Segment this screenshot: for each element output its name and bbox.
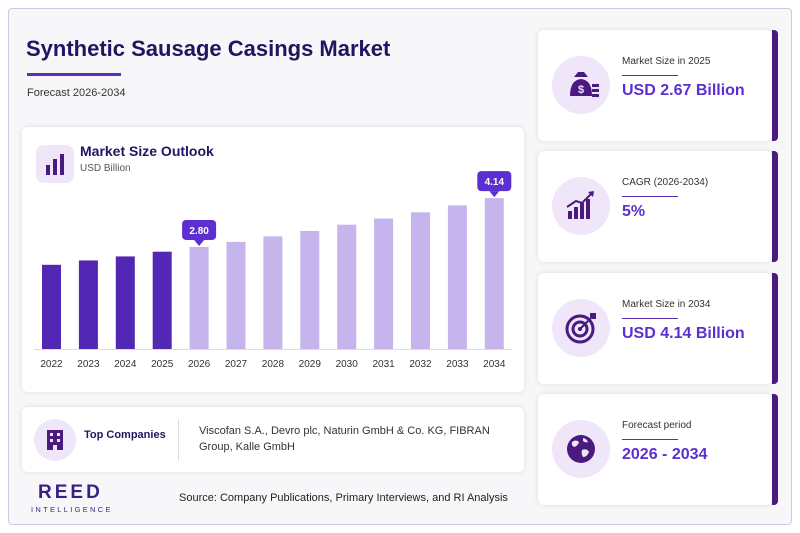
kpi-label: Market Size in 2034 [622, 299, 711, 310]
top-companies-label: Top Companies [84, 429, 166, 441]
growth-chart-icon [552, 177, 610, 235]
top-companies-list: Viscofan S.A., Devro plc, Naturin GmbH &… [199, 425, 490, 453]
callout-pointer-2034 [489, 191, 500, 198]
kpi-label: Market Size in 2025 [622, 56, 711, 67]
bar-2034 [484, 198, 504, 349]
x-tick-label: 2032 [409, 359, 432, 370]
kpi-card-cagr: CAGR (2026-2034) 5% [538, 151, 778, 262]
page-subtitle: Forecast 2026-2034 [27, 87, 126, 99]
chart-title: Market Size Outlook [80, 143, 214, 159]
chart-card: Market Size Outlook USD Billion 2022 2023… [22, 127, 524, 392]
bar-2027 [226, 241, 246, 349]
bar-2028 [263, 236, 283, 349]
bar-2025 [152, 251, 172, 349]
market-size-bar-chart: 2022 2023 2024 2025 2026 2027 2028 2029 2030 2031… [34, 171, 512, 370]
money-bag-icon: $ [552, 56, 610, 114]
x-tick-label: 2022 [40, 359, 63, 370]
kpi-accent-bar [772, 151, 778, 262]
x-tick-label: 2026 [188, 359, 211, 370]
x-tick-label: 2028 [262, 359, 285, 370]
building-icon [34, 419, 76, 461]
divider [178, 419, 179, 461]
x-tick-label: 2023 [77, 359, 100, 370]
kpi-value: 5% [622, 203, 646, 220]
title-underline [27, 73, 121, 76]
callout-box-2026 [182, 219, 217, 240]
bar-2031 [374, 218, 394, 349]
logo-text: REED [38, 482, 103, 503]
source-note: Source: Company Publications, Primary In… [179, 492, 508, 504]
kpi-accent-bar [772, 30, 778, 141]
callout-label-2034: 4.14 [485, 177, 505, 188]
svg-text:$: $ [578, 84, 584, 96]
bar-2022 [42, 264, 61, 349]
x-tick-label: 2030 [336, 359, 359, 370]
top-companies-card: Top Companies Viscofan S.A., Devro plc, … [22, 407, 524, 472]
kpi-label: Forecast period [622, 420, 692, 431]
kpi-value: 2026 - 2034 [622, 446, 708, 463]
chart-unit: USD Billion [80, 163, 131, 174]
kpi-value: USD 4.14 Billion [622, 325, 745, 342]
x-tick-label: 2024 [114, 359, 137, 370]
callout-label-2026: 2.80 [189, 226, 209, 237]
kpi-card-market-size-2025: $ Market Size in 2025 USD 2.67 Billion [538, 30, 778, 141]
kpi-underline [622, 196, 678, 197]
bar-2023 [78, 260, 98, 349]
kpi-underline [622, 439, 678, 440]
bar-2026 [189, 246, 209, 349]
x-tick-label: 2034 [483, 359, 506, 370]
x-tick-label: 2031 [372, 359, 395, 370]
kpi-card-market-size-2034: Market Size in 2034 USD 4.14 Billion [538, 273, 778, 384]
x-tick-label: 2029 [299, 359, 322, 370]
kpi-card-forecast-period: Forecast period 2026 - 2034 [538, 394, 778, 505]
logo-subtext: INTELLIGENCE [31, 505, 113, 514]
kpi-underline [622, 318, 678, 319]
kpi-accent-bar [772, 273, 778, 384]
callout-box-2034 [477, 171, 512, 192]
kpi-value: USD 2.67 Billion [622, 82, 745, 99]
bar-2033 [447, 205, 467, 349]
kpi-accent-bar [772, 394, 778, 505]
target-icon [552, 299, 610, 357]
bar-chart-icon [36, 145, 74, 183]
x-tick-label: 2033 [446, 359, 469, 370]
callout-pointer-2026 [194, 239, 205, 246]
x-tick-label: 2025 [151, 359, 174, 370]
bar-2029 [300, 230, 320, 349]
bar-2030 [337, 224, 357, 349]
bar-2032 [411, 212, 430, 349]
kpi-label: CAGR (2026-2034) [622, 177, 709, 188]
kpi-underline [622, 75, 678, 76]
page-title: Synthetic Sausage Casings Market [26, 36, 391, 61]
x-tick-label: 2027 [225, 359, 248, 370]
globe-icon [552, 420, 610, 478]
bar-2024 [115, 256, 135, 349]
